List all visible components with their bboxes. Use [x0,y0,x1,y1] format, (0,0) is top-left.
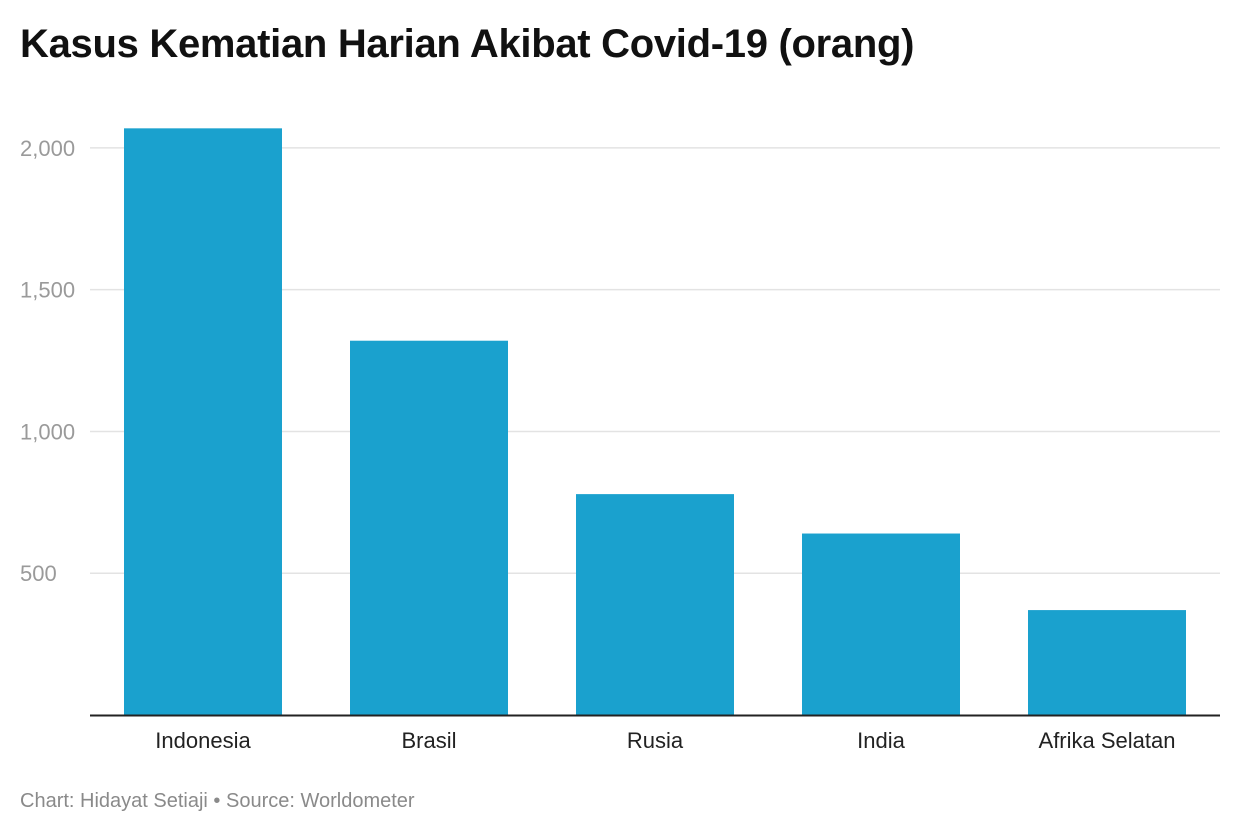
x-category-label: Afrika Selatan [1039,728,1176,753]
bar-afrika-selatan [1028,610,1186,715]
bar-rusia [576,494,734,715]
x-category-label: India [857,728,905,753]
chart-title: Kasus Kematian Harian Akibat Covid-19 (o… [20,22,915,66]
bars [124,128,1186,715]
bar-india [802,533,960,715]
bar-indonesia [124,128,282,715]
y-tick-label: 1,500 [20,278,75,303]
x-category-label: Brasil [401,728,456,753]
y-tick-label: 500 [20,561,57,586]
chart-credit: Chart: Hidayat Setiaji • Source: Worldom… [20,790,415,812]
x-category-label: Rusia [627,728,684,753]
y-tick-label: 2,000 [20,136,75,161]
bar-brasil [350,340,508,715]
x-category-label: Indonesia [155,728,251,753]
x-axis-labels: Indonesia Brasil Rusia India Afrika Selatan [155,728,1175,753]
y-axis-ticks: 500 1,000 1,500 2,000 [20,136,75,586]
y-tick-label: 1,000 [20,419,75,444]
